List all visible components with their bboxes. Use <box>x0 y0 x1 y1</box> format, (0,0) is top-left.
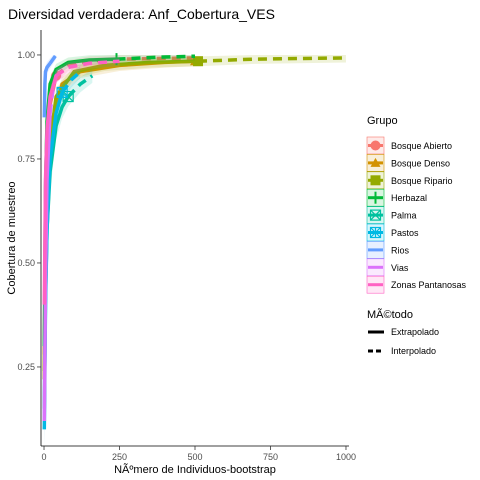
legend-group-entries: Bosque Abierto Bosque Denso Bosque Ripario… <box>366 136 467 294</box>
legend-item-bosque-denso: Bosque Denso <box>366 154 450 172</box>
x-axis-label: NÃºmero de Individuos-bootstrap <box>114 463 276 476</box>
interpolated-line <box>42 75 58 305</box>
extrapolated-line <box>197 56 347 63</box>
y-axis-label: Cobertura de muestreo <box>6 181 18 294</box>
chart-title: Diversidad verdadera: Anf_Cobertura_VES <box>8 6 275 22</box>
extrapolated-line <box>55 59 120 78</box>
legend-method-label: Extrapolado <box>391 327 439 337</box>
extrapolated-line <box>48 53 58 65</box>
y-tick-label: 0.75 <box>17 154 35 164</box>
series-zonas-pantanosas <box>42 56 120 344</box>
legend-method-extrapolado: Extrapolado <box>368 327 439 337</box>
series-rios <box>42 53 58 131</box>
y-tick-label: 0.50 <box>17 258 35 268</box>
x-tick-label: 250 <box>112 452 127 462</box>
legend-item-label: Herbazal <box>391 193 427 203</box>
extrapolated-line <box>116 54 196 61</box>
legend-key-marker <box>370 157 381 167</box>
legend-item-herbazal: Herbazal <box>366 188 427 207</box>
legend-item-label: Bosque Ripario <box>391 176 453 186</box>
legend-key-marker <box>369 209 382 221</box>
legend: Grupo Bosque Abierto Bosque Denso Bosque R… <box>366 115 467 356</box>
x-tick-label: 1000 <box>336 452 356 462</box>
legend-item-zonas-pantanosas: Zonas Pantanosas <box>366 275 467 294</box>
extrapolated-line <box>60 70 82 94</box>
legend-item-vias: Vias <box>366 258 409 277</box>
y-tick-label: 0.25 <box>17 362 35 372</box>
plot-panel <box>42 53 347 447</box>
x-axis-ticks: 0 250 500 750 1000 <box>42 446 356 462</box>
legend-item-label: Bosque Denso <box>391 158 450 168</box>
legend-item-label: Rios <box>391 245 410 255</box>
legend-method-title: MÃ©todo <box>367 308 413 321</box>
legend-key-marker <box>369 226 382 239</box>
x-tick-label: 0 <box>42 452 47 462</box>
y-tick-label: 1.00 <box>17 50 35 60</box>
legend-key-marker <box>369 191 382 204</box>
legend-item-palma: Palma <box>366 206 417 224</box>
legend-item-label: Vias <box>391 263 409 273</box>
observed-point <box>62 90 74 103</box>
observed-point <box>56 86 68 99</box>
legend-key-marker <box>370 140 381 151</box>
legend-item-label: Palma <box>391 211 417 221</box>
legend-item-bosque-abierto: Bosque Abierto <box>366 136 452 155</box>
y-axis-ticks: 0.25 0.50 0.75 1.00 <box>17 50 41 372</box>
legend-item-rios: Rios <box>366 241 410 259</box>
legend-item-pastos: Pastos <box>366 223 419 242</box>
legend-group-title: Grupo <box>367 115 398 127</box>
legend-item-label: Bosque Abierto <box>391 141 452 151</box>
legend-item-bosque-ripario: Bosque Ripario <box>366 171 453 190</box>
legend-method-label: Interpolado <box>391 346 436 356</box>
interpolated-line <box>42 62 52 118</box>
legend-item-label: Pastos <box>391 228 419 238</box>
legend-method-interpolado: Interpolado <box>368 346 436 356</box>
legend-method-entries: Extrapolado Interpolado <box>368 327 439 356</box>
observed-point <box>193 56 204 67</box>
legend-key-marker <box>370 175 381 186</box>
x-tick-label: 750 <box>263 452 278 462</box>
legend-item-label: Zonas Pantanosas <box>391 280 467 290</box>
x-tick-label: 500 <box>187 452 202 462</box>
